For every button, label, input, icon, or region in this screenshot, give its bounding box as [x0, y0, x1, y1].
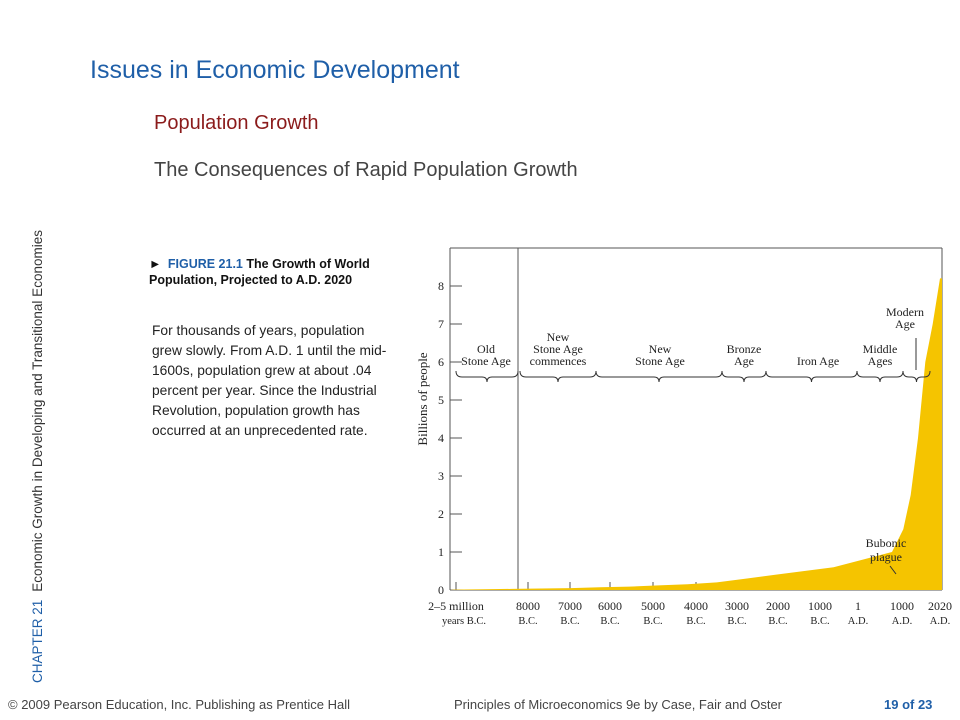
- chart-annotation: Bubonic: [866, 536, 907, 550]
- era-label: Ages: [868, 354, 893, 368]
- x-tick-sublabel: B.C.: [768, 616, 787, 627]
- x-tick-label: 4000: [684, 599, 708, 613]
- era-label: Stone Age: [635, 354, 685, 368]
- x-tick-label: 7000: [558, 599, 582, 613]
- era-label: Middle: [863, 342, 898, 356]
- x-tick-label: 8000: [516, 599, 540, 613]
- era-label: commences: [530, 354, 587, 368]
- era-label: Modern: [886, 305, 924, 319]
- population-chart: 0 1 2 3 4 5 6 7 8 Billions of people 2–5 million ye…: [410, 240, 960, 640]
- y-tick-label: 3: [438, 469, 444, 483]
- y-tick-label: 4: [438, 431, 444, 445]
- era-label: New: [649, 342, 672, 356]
- slide-subtitle-secondary: The Consequences of Rapid Population Gro…: [154, 159, 578, 181]
- y-tick-label: 0: [438, 583, 444, 597]
- population-chart-svg: 0 1 2 3 4 5 6 7 8 Billions of people 2–5 million ye…: [415, 247, 952, 627]
- x-tick-label: 6000: [598, 599, 622, 613]
- era-brace: [856, 370, 904, 383]
- era-brace: [721, 370, 767, 383]
- x-tick-sublabel: B.C.: [560, 616, 579, 627]
- figure-number: FIGURE 21.1: [167, 257, 243, 271]
- y-tick-label: 2: [438, 507, 444, 521]
- chapter-sidebar: CHAPTER 21 Economic Growth in Developing …: [30, 230, 45, 683]
- era-label: Stone Age: [461, 354, 511, 368]
- era-brace: [902, 370, 931, 383]
- era-brace: [595, 370, 723, 383]
- x-tick-sublabel: A.D.: [848, 616, 868, 627]
- y-tick-label: 7: [438, 317, 444, 331]
- figure-title: The Growth of World Population, Projecte…: [149, 257, 370, 287]
- x-tick-label: 3000: [725, 599, 749, 613]
- y-tick-label: 1: [438, 545, 444, 559]
- x-tick-sublabel: years B.C.: [442, 616, 486, 627]
- x-tick-label: 1: [855, 599, 861, 613]
- era-label: Iron Age: [797, 354, 839, 368]
- y-tick-label: 5: [438, 393, 444, 407]
- y-tick-label: 6: [438, 355, 444, 369]
- x-tick-label: 2020: [928, 599, 952, 613]
- population-area: [450, 278, 942, 590]
- x-tick-sublabel: A.D.: [892, 616, 912, 627]
- footer-copyright: © 2009 Pearson Education, Inc. Publishin…: [8, 697, 350, 712]
- era-brace: [455, 370, 519, 383]
- y-tick-label: 8: [438, 279, 444, 293]
- era-label: Age: [895, 317, 915, 331]
- slide-subtitle-primary: Population Growth: [154, 112, 319, 134]
- figure-caption: ► FIGURE 21.1 The Growth of World Popula…: [149, 256, 391, 288]
- era-brace: [519, 370, 597, 383]
- era-label: Age: [734, 354, 754, 368]
- x-tick-sublabel: B.C.: [727, 616, 746, 627]
- chapter-title: Economic Growth in Developing and Transi…: [30, 230, 45, 592]
- x-tick-sublabel: B.C.: [810, 616, 829, 627]
- figure-marker-icon: ►: [149, 257, 162, 271]
- x-tick-sublabel: B.C.: [686, 616, 705, 627]
- x-tick-sublabel: B.C.: [600, 616, 619, 627]
- x-tick-label: 1000: [808, 599, 832, 613]
- era-label: Old: [477, 342, 495, 356]
- x-tick-sublabel: A.D.: [930, 616, 950, 627]
- x-tick-label: 2000: [766, 599, 790, 613]
- x-tick-sublabel: B.C.: [643, 616, 662, 627]
- x-tick-sublabel: B.C.: [518, 616, 537, 627]
- x-tick-label: 2–5 million: [428, 599, 484, 613]
- figure-description: For thousands of years, population grew …: [152, 323, 387, 438]
- page-number: 19 of 23: [884, 697, 933, 712]
- era-brace: [765, 370, 858, 383]
- era-label: Bronze: [727, 342, 762, 356]
- footer-book: Principles of Microeconomics 9e by Case,…: [454, 697, 783, 712]
- x-tick-label: 1000: [890, 599, 914, 613]
- y-axis-label: Billions of people: [415, 352, 430, 445]
- era-label: Stone Age: [533, 342, 583, 356]
- x-tick-label: 5000: [641, 599, 665, 613]
- chapter-number: CHAPTER 21: [30, 599, 45, 683]
- slide-title: Issues in Economic Development: [90, 56, 460, 84]
- chart-annotation: plague: [870, 550, 902, 564]
- era-label: New: [547, 330, 570, 344]
- annotation-leader-line: [889, 565, 897, 575]
